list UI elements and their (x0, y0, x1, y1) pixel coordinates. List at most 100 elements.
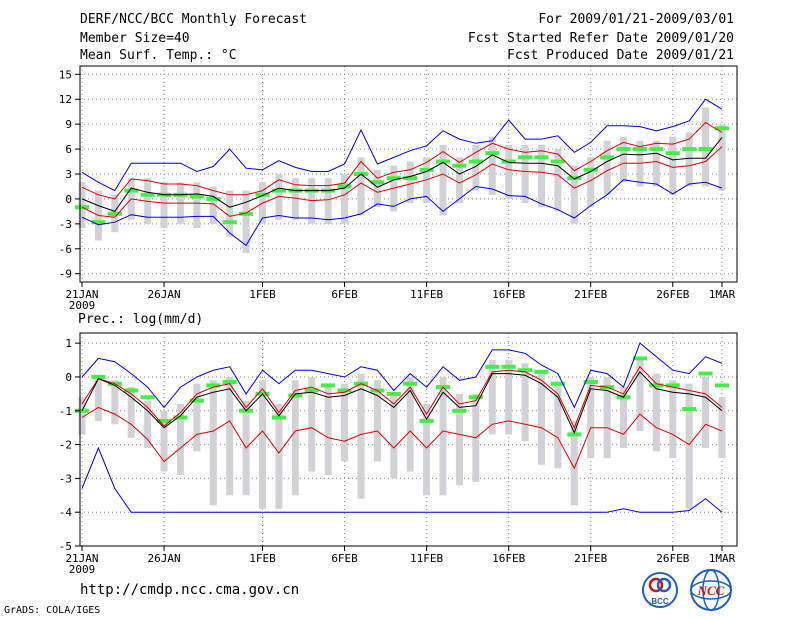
spread-box (587, 376, 595, 459)
x-tick-label: 21JAN (65, 288, 98, 301)
spread-box (357, 157, 365, 216)
observed-mark (91, 220, 106, 225)
spread-box (603, 140, 611, 195)
spread-box (291, 178, 299, 220)
spread-box (439, 144, 447, 216)
observed-mark (452, 163, 467, 168)
observed-mark (682, 147, 697, 152)
y-tick-label: 0 (65, 371, 72, 384)
ncc-logo: NCC (686, 568, 736, 617)
observed-mark (206, 383, 221, 388)
x-tick-label: 26JAN (147, 288, 180, 301)
x-tick-label: 11FEB (410, 552, 443, 565)
max-line (81, 342, 723, 409)
observed-mark (239, 211, 254, 216)
spread-box (341, 174, 349, 224)
x-tick-label: 16FEB (492, 552, 525, 565)
observed-mark (403, 381, 418, 386)
max-line (81, 98, 723, 192)
figure-title: DERF/NCC/BCC Monthly Forecast (80, 12, 307, 27)
observed-mark (534, 155, 549, 160)
spread-box (488, 360, 496, 435)
observed-mark (271, 415, 286, 420)
x-tick-label: 21FEB (574, 288, 607, 301)
observed-mark (452, 408, 467, 413)
spread-box (259, 380, 267, 509)
observed-mark (715, 126, 729, 131)
observed-mark (288, 393, 303, 398)
x-tick-label: 26FEB (656, 288, 689, 301)
observed-mark (698, 371, 713, 376)
source-url[interactable]: http://cmdp.ncc.cma.gov.cn (80, 582, 300, 598)
spread-box (537, 144, 545, 208)
spread-box (554, 383, 562, 469)
observed-mark (518, 155, 533, 160)
y-tick-label: -5 (59, 540, 72, 553)
precip-panel-title: Prec.: log(mm/d) (78, 312, 204, 327)
spread-box (373, 169, 381, 208)
ncc-logo-text: NCC (697, 583, 725, 598)
spread-box (472, 144, 480, 191)
spread-box (554, 149, 562, 212)
observed-mark (682, 407, 697, 412)
spread-box (455, 393, 463, 486)
spread-box (357, 373, 365, 499)
y-tick-label: -2 (59, 439, 72, 452)
observed-mark (189, 194, 204, 199)
min-line (81, 179, 723, 247)
observed-mark (91, 374, 106, 379)
spread-box (406, 376, 414, 472)
spread-box (423, 404, 431, 496)
x-tick-label: 1FEB (249, 288, 276, 301)
y-tick-label: 12 (59, 93, 72, 106)
observed-mark (157, 418, 172, 423)
y-tick-label: 3 (65, 168, 72, 181)
spread-box (521, 144, 529, 204)
observed-mark (337, 388, 352, 393)
spread-box (505, 144, 513, 199)
spread-box (275, 404, 283, 509)
observed-mark (616, 147, 631, 152)
observed-mark (550, 159, 565, 164)
spread-box (78, 182, 86, 228)
spread-box (620, 136, 628, 183)
spread-box (209, 380, 217, 506)
lower-quartile-line (81, 146, 723, 218)
observed-mark (649, 383, 664, 388)
spread-box (669, 380, 677, 459)
y-tick-label: 9 (65, 118, 72, 131)
spread-box (521, 363, 529, 442)
y-tick-label: -4 (59, 506, 73, 519)
observed-mark (140, 395, 155, 400)
spread-box (718, 124, 726, 191)
spread-box (439, 376, 447, 496)
spread-box (193, 383, 201, 452)
spread-box (324, 178, 332, 224)
spread-box (226, 376, 234, 496)
observed-mark (337, 184, 352, 189)
observed-mark (255, 192, 270, 197)
spread-box (685, 383, 693, 509)
spread-box (111, 380, 119, 425)
observed-mark (715, 383, 729, 388)
y-tick-label: -9 (59, 268, 72, 281)
observed-mark (124, 388, 139, 393)
temp-panel-title: Mean Surf. Temp.: °C (80, 48, 237, 63)
observed-mark (173, 415, 188, 420)
x-tick-label: 6FEB (331, 288, 358, 301)
x-tick-label: 6FEB (331, 552, 358, 565)
spread-box (373, 380, 381, 462)
spread-box (176, 404, 184, 475)
observed-mark (485, 364, 500, 369)
observed-mark (665, 383, 680, 388)
spread-box (702, 107, 710, 187)
observed-mark (665, 151, 680, 156)
x-tick-label: 21FEB (574, 552, 607, 565)
x-tick-label: 16FEB (492, 288, 525, 301)
x-tick-sublabel: 2009 (69, 563, 96, 576)
spread-box (226, 190, 234, 237)
spread-box (587, 157, 595, 208)
